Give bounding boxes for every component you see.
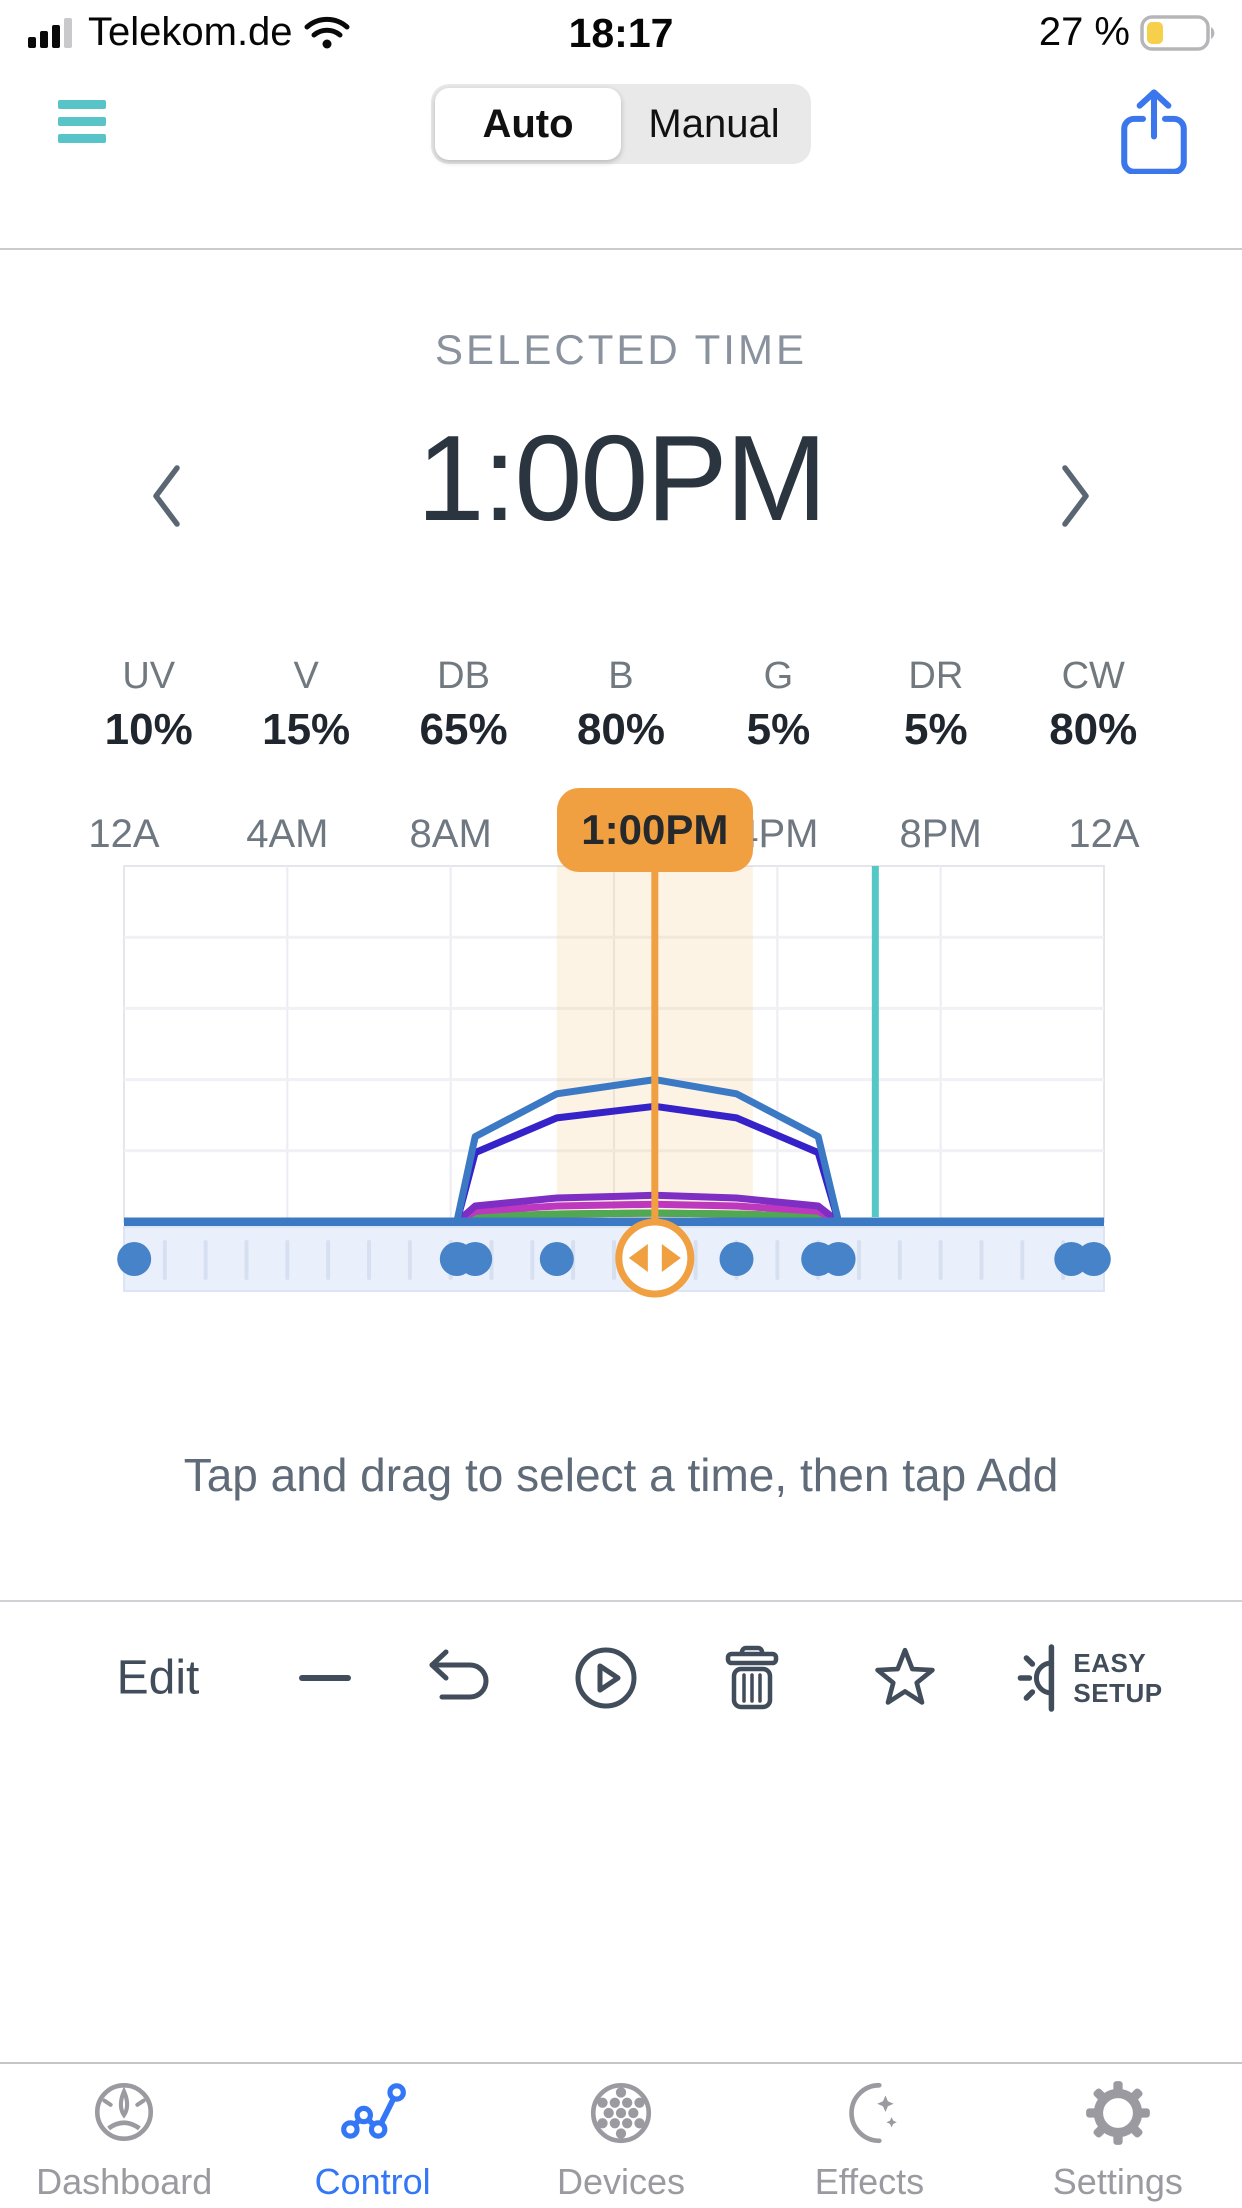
channel-column-db: DB 65%	[385, 650, 542, 758]
favorite-button[interactable]	[872, 1646, 938, 1710]
easy-setup-button[interactable]: EASY SETUP	[1017, 1642, 1162, 1714]
tab-effects[interactable]: Effects	[745, 2064, 993, 2208]
carrier-label: Telekom.de	[88, 10, 293, 54]
chevron-left-icon	[153, 465, 180, 527]
time-label: 12A	[88, 812, 160, 856]
selected-time-heading: SELECTED TIME	[435, 326, 807, 373]
tab-label: Control	[314, 2161, 431, 2202]
gear-icon	[1079, 2076, 1157, 2155]
wifi-icon	[304, 16, 350, 48]
channel-label: UV	[122, 655, 176, 697]
time-label: 8AM	[409, 812, 492, 856]
slider-dot	[539, 1242, 574, 1276]
time-label: 8PM	[899, 812, 982, 856]
channel-label: G	[763, 655, 794, 697]
moon-icon	[830, 2076, 908, 2155]
channel-value: 15%	[262, 705, 351, 754]
remove-point-button[interactable]	[299, 1675, 351, 1681]
left-right-arrows-icon	[628, 1244, 648, 1272]
tab-bar: Dashboard Control Devices Effects Settings	[0, 2064, 1242, 2208]
trash-icon	[725, 1645, 779, 1710]
channel-label: DR	[908, 655, 964, 697]
selected-time-badge[interactable]: 1:00PM	[556, 788, 753, 872]
slider-dot	[1076, 1242, 1111, 1276]
tab-label: Effects	[814, 2161, 925, 2202]
gauge-icon	[85, 2076, 163, 2155]
edit-button[interactable]: Edit	[116, 1651, 200, 1705]
time-label: 4AM	[246, 812, 329, 856]
channel-column-cw: CW 80%	[1015, 650, 1172, 758]
channel-column-b: B 80%	[542, 650, 699, 758]
tab-control[interactable]: Control	[248, 2064, 496, 2208]
segment-auto[interactable]: Auto	[435, 88, 621, 160]
minus-icon	[299, 1675, 351, 1681]
tab-label: Settings	[1052, 2161, 1183, 2202]
tab-devices[interactable]: Devices	[497, 2064, 745, 2208]
nav-bar: Auto Manual	[0, 64, 1242, 250]
share-button[interactable]	[1118, 88, 1190, 175]
channel-column-dr: DR 5%	[857, 650, 1014, 758]
battery-percent-label: 27 %	[1038, 10, 1130, 54]
led-puck-icon	[582, 2076, 660, 2155]
undo-button[interactable]	[426, 1648, 492, 1708]
channel-label: DB	[437, 655, 490, 697]
tab-dashboard[interactable]: Dashboard	[0, 2064, 248, 2208]
undo-icon	[429, 1649, 489, 1700]
timeline-axis: 1:00PM 12A 4AM 8AM 4PM 8PM 12A	[0, 788, 1242, 880]
clock-label: 18:17	[568, 10, 674, 56]
divider	[0, 248, 1242, 250]
cell-signal-icon	[28, 17, 72, 48]
chevron-right-icon	[1062, 465, 1089, 527]
channel-column-v: V 15%	[227, 650, 384, 758]
easy-setup-icon	[1017, 1644, 1055, 1712]
mode-segmented-control: Auto Manual	[431, 84, 811, 164]
channel-column-uv: UV 10%	[70, 650, 227, 758]
easy-setup-label-1: EASY	[1073, 1648, 1147, 1678]
delete-button[interactable]	[723, 1644, 781, 1712]
battery-fill	[1147, 21, 1163, 44]
divider	[0, 2062, 1242, 2064]
slider-dot	[458, 1242, 493, 1276]
share-icon	[1121, 89, 1187, 175]
hint-text: Tap and drag to select a time, then tap …	[183, 1449, 1059, 1501]
tab-label: Dashboard	[36, 2161, 213, 2202]
preview-play-button[interactable]	[574, 1646, 638, 1710]
channel-value: 10%	[104, 705, 193, 754]
battery-icon	[1140, 14, 1215, 51]
schedule-chart[interactable]	[0, 855, 1242, 1305]
toolbar: Edit	[0, 1602, 1242, 1754]
previous-time-button[interactable]	[126, 450, 206, 542]
time-label: 12A	[1068, 812, 1140, 856]
next-time-button[interactable]	[1036, 450, 1116, 542]
channels-row: UV 10% V 15% DB 65% B 80% G 5% DR 5% CW 80%	[70, 650, 1172, 758]
hamburger-menu-icon	[58, 100, 106, 109]
slider-dot	[117, 1242, 152, 1276]
line-chart-icon	[334, 2076, 412, 2155]
easy-setup-label-2: SETUP	[1073, 1678, 1163, 1708]
channel-label: CW	[1061, 655, 1125, 697]
channel-column-g: G 5%	[700, 650, 857, 758]
slider-handle	[615, 1218, 695, 1298]
tab-label: Devices	[556, 2161, 686, 2202]
channel-value: 80%	[1049, 705, 1138, 754]
selected-time-value: 1:00PM	[416, 410, 827, 546]
tab-settings[interactable]: Settings	[994, 2064, 1242, 2208]
star-icon	[875, 1647, 935, 1705]
status-bar: Telekom.de 18:17 27 %	[0, 0, 1242, 64]
channel-label: V	[293, 655, 319, 697]
play-circle-icon	[575, 1647, 637, 1709]
segment-manual[interactable]: Manual	[648, 101, 780, 146]
menu-button[interactable]	[58, 100, 118, 156]
channel-value: 80%	[576, 705, 666, 754]
channel-label: B	[608, 655, 634, 697]
slider-dot	[719, 1242, 754, 1276]
slider-dot	[821, 1242, 856, 1276]
channel-value: 65%	[419, 705, 508, 754]
channel-value: 5%	[746, 705, 811, 754]
divider	[0, 1600, 1242, 1602]
channel-value: 5%	[904, 705, 968, 754]
